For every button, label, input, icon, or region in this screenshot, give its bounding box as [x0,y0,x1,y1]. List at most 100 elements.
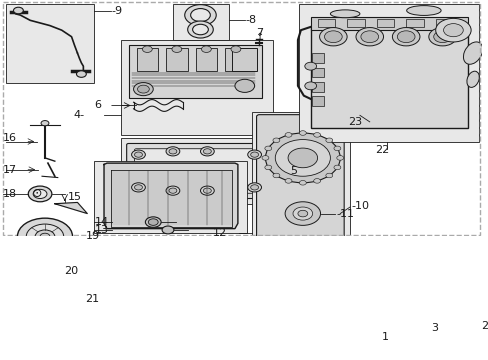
Circle shape [272,138,279,143]
Circle shape [325,173,332,178]
Circle shape [397,31,414,42]
Circle shape [292,207,312,220]
Circle shape [391,28,419,46]
Circle shape [313,179,320,183]
Circle shape [313,132,320,137]
Text: -8: -8 [245,15,256,25]
Circle shape [324,31,342,42]
Circle shape [299,180,305,185]
Circle shape [37,267,47,274]
Bar [121,138,273,204]
Circle shape [145,217,161,227]
Circle shape [304,62,316,70]
Circle shape [433,31,450,42]
Circle shape [250,185,258,190]
Bar [311,68,323,77]
Circle shape [142,46,152,53]
Ellipse shape [18,280,72,289]
Circle shape [343,265,425,320]
Bar [5,4,94,82]
Bar [311,82,323,92]
Circle shape [426,316,440,325]
Circle shape [443,24,462,37]
Text: 1: 1 [381,332,388,342]
Text: 16: 16 [2,133,17,143]
Bar [128,45,261,98]
Circle shape [299,131,305,135]
Bar [251,112,349,243]
Circle shape [28,186,52,202]
Circle shape [319,28,346,46]
Bar [311,53,323,63]
Text: 12: 12 [212,228,226,238]
Circle shape [203,149,211,154]
Ellipse shape [330,10,359,18]
Circle shape [435,18,470,42]
Circle shape [287,148,317,168]
Bar [121,40,273,135]
Text: -10: -10 [350,201,368,211]
Polygon shape [104,163,237,229]
Ellipse shape [406,6,440,15]
Circle shape [162,226,174,234]
Bar [136,48,158,71]
Circle shape [131,150,145,159]
Text: 23: 23 [347,117,362,127]
Circle shape [285,132,291,137]
Circle shape [421,312,445,328]
Circle shape [285,202,320,225]
Circle shape [355,28,383,46]
FancyBboxPatch shape [134,149,258,193]
Circle shape [360,31,378,42]
Circle shape [264,146,271,151]
Text: -11: -11 [336,208,354,219]
Circle shape [333,146,340,151]
Circle shape [234,79,254,93]
Circle shape [131,183,145,192]
Bar [224,48,246,71]
Circle shape [76,71,86,77]
Text: 3: 3 [430,323,437,333]
Circle shape [134,152,142,157]
Ellipse shape [18,309,72,318]
Circle shape [265,133,340,183]
Text: 6: 6 [94,100,101,111]
Bar [111,171,231,225]
Circle shape [133,82,153,96]
Text: ⊙: ⊙ [32,188,42,201]
Text: 22: 22 [374,145,388,155]
Circle shape [230,46,241,53]
Text: 13: 13 [95,225,109,235]
Text: 17: 17 [2,165,17,175]
Text: 19: 19 [85,231,99,242]
Circle shape [134,185,142,190]
Text: 4-: 4- [73,110,84,120]
Circle shape [333,258,435,326]
Bar [94,161,246,233]
Circle shape [166,186,180,195]
Circle shape [304,82,316,90]
FancyBboxPatch shape [256,115,344,240]
Bar [317,19,335,27]
Text: 14: 14 [95,217,109,227]
Text: 21: 21 [85,294,99,304]
Bar [310,17,467,30]
Circle shape [40,233,50,240]
FancyBboxPatch shape [126,144,266,198]
Circle shape [41,308,49,313]
Bar [310,27,467,129]
Text: 18: 18 [2,189,17,199]
Circle shape [35,230,55,243]
Text: 15: 15 [67,192,81,202]
Circle shape [37,293,53,304]
Ellipse shape [466,71,478,87]
Bar [311,96,323,106]
Circle shape [272,173,279,178]
Bar [298,4,478,141]
Circle shape [26,224,63,249]
Circle shape [203,188,211,193]
Circle shape [169,149,177,154]
Circle shape [262,156,268,160]
Circle shape [200,147,214,156]
Bar [19,284,72,313]
